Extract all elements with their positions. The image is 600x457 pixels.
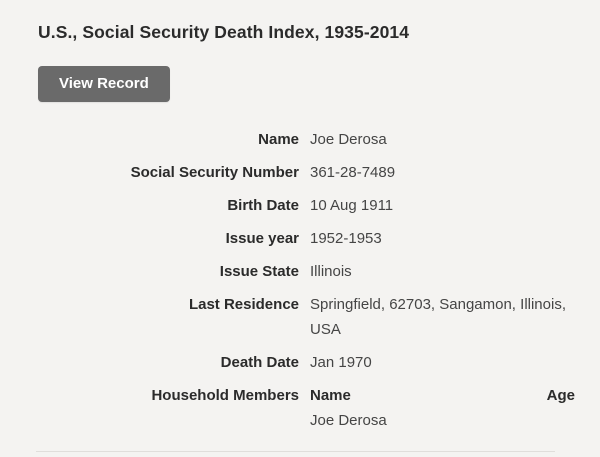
field-row-issue-state: Issue State Illinois (38, 259, 575, 284)
household-members-table: Name Age Joe Derosa (310, 383, 575, 433)
field-value: 1952-1953 (310, 230, 382, 247)
household-age-column-header: Age (546, 387, 575, 404)
field-row-issue-year: Issue year 1952-1953 (38, 226, 575, 251)
field-value: Springfield, 62703, Sangamon, Illinois, … (310, 296, 566, 338)
view-record-button[interactable]: View Record (38, 66, 170, 102)
field-row-household-members: Household Members Name Age Joe Derosa (38, 383, 575, 433)
field-label: Issue State (219, 263, 299, 280)
field-row-name: Name Joe Derosa (38, 127, 575, 152)
field-label: Birth Date (227, 197, 299, 214)
field-label: Issue year (225, 230, 299, 247)
field-value: 361-28-7489 (310, 164, 396, 181)
field-label: Name (258, 131, 299, 148)
field-label: Last Residence (188, 296, 299, 313)
field-value: Illinois (310, 263, 352, 280)
field-label: Death Date (220, 354, 299, 371)
field-label: Social Security Number (130, 164, 299, 181)
bottom-divider (36, 451, 555, 452)
field-row-last-residence: Last Residence Springfield, 62703, Sanga… (38, 292, 575, 342)
field-value: Jan 1970 (310, 354, 372, 371)
field-value: Joe Derosa (310, 131, 387, 148)
household-member-name: Joe Derosa (310, 412, 387, 429)
field-value: 10 Aug 1911 (310, 197, 394, 214)
field-row-death-date: Death Date Jan 1970 (38, 350, 575, 375)
field-label: Household Members (151, 387, 299, 404)
field-row-birth-date: Birth Date 10 Aug 1911 (38, 193, 575, 218)
household-name-column-header: Name (310, 387, 351, 404)
page-title: U.S., Social Security Death Index, 1935-… (38, 22, 410, 42)
field-row-ssn: Social Security Number 361-28-7489 (38, 160, 575, 185)
household-header-row: Name Age (310, 383, 575, 408)
record-fields-table: Name Joe Derosa Social Security Number 3… (38, 127, 575, 433)
